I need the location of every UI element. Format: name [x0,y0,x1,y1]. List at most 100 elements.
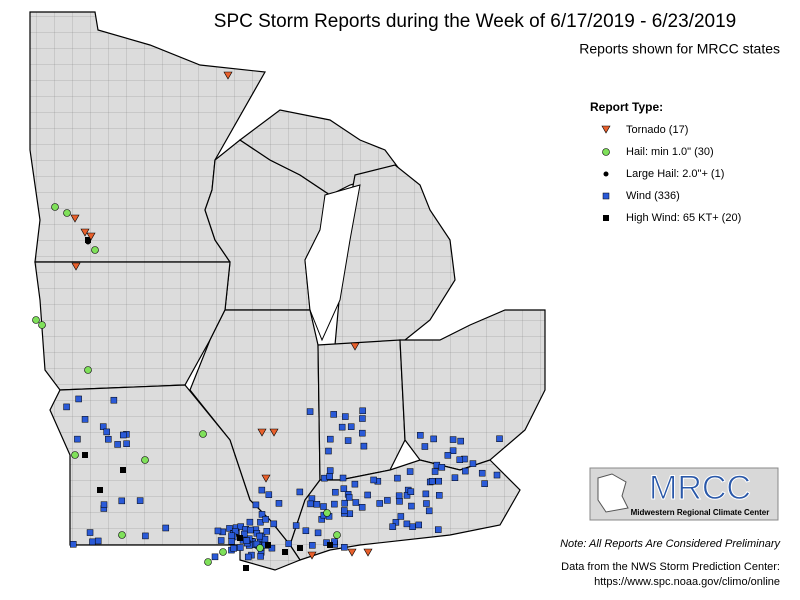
wind-report [162,524,170,532]
wind-report [142,532,149,540]
high-wind-report [265,542,271,548]
legend-title: Report Type: [590,100,663,114]
legend-item: Large Hail: 2.0"+ (1) [626,168,724,180]
wind-report [320,503,327,510]
wind-report [376,500,383,507]
hail-report [256,544,264,552]
wind-report [214,527,222,535]
hail-report [84,366,92,374]
large-hail-report [85,239,91,245]
wind-report [449,436,457,443]
wind-report [103,428,110,436]
wind-report [444,452,452,459]
wind-report [403,520,411,528]
wind-report [394,474,401,482]
wind-report [496,435,503,443]
legend-item: Hail: min 1.0" (30) [626,146,714,158]
wind-report [397,513,405,520]
wind-report [247,526,254,534]
subtitle: Reports shown for MRCC states [579,41,780,57]
wind-report [457,437,464,445]
wind-report [345,494,353,501]
hail-report [63,209,71,217]
wind-report [428,478,436,485]
wind-report [256,532,263,540]
wind-report [360,442,368,450]
wind-report [265,491,273,498]
high-wind-report [120,467,126,473]
wind-report [352,499,360,506]
wind-report [462,467,469,475]
high-wind-report [97,487,103,493]
tornado-report [71,262,81,271]
note: Note: All Reports Are Considered Prelimi… [560,538,781,550]
wind-report [86,529,94,536]
wind-report [285,540,292,547]
wind-report [415,521,422,529]
wind-report [258,511,266,518]
wind-report [370,476,377,484]
tornado-report [86,232,96,241]
wind-report [241,530,248,538]
wind-report [421,443,429,450]
wind-report [119,431,127,439]
wind-report [403,492,411,499]
wind-report [456,456,464,463]
wind-report [469,460,477,467]
wind-report [123,440,130,448]
wind-report [344,437,352,444]
wind-report [449,447,457,454]
tornado-report [223,71,233,80]
wind-report [332,488,339,496]
wind-report [396,498,403,505]
title: SPC Storm Reports during the Week of 6/1… [214,11,736,32]
wind-report [94,537,102,545]
hail-report [118,531,126,539]
wind-report [244,553,252,561]
high-wind-report [327,542,333,548]
wind-report [331,500,338,508]
hail-report [91,246,99,254]
wind-report [75,395,82,403]
legend-item: Tornado (17) [626,124,688,136]
wind-report [89,538,96,546]
legend-item: Wind (336) [626,190,680,202]
wind-report [258,486,266,494]
legend: Report Type: Tornado (17) Hail: min 1.0"… [590,100,741,224]
wind-report [425,507,433,515]
wind-report [435,477,442,485]
source-line: Data from the NWS Storm Prediction Cente… [561,561,780,573]
wind-report [436,492,443,499]
wind-report [364,491,371,499]
wind-report [359,429,366,437]
logo: MRCC Midwestern Regional Climate Center [589,467,779,521]
high-wind-report [297,545,303,551]
logo-subtitle: Midwestern Regional Climate Center [631,508,770,517]
hail-report [199,430,207,438]
wind-report [406,468,414,475]
lake-michigan [304,184,361,342]
hail-report [32,316,40,324]
hail-report [204,558,212,566]
tornado-report [261,474,271,483]
hail-report [141,456,149,464]
ohio [399,309,546,471]
wind-report [359,415,366,422]
high-wind-report [82,452,88,458]
hail-report [71,451,79,459]
wind-report [438,464,446,471]
wind-report [341,507,348,514]
tornado-report [350,342,360,351]
legend-symbol [602,192,610,200]
wind-report [423,500,430,507]
wind-report [409,523,416,530]
legend-symbol [601,125,611,134]
wind-report [481,480,488,487]
hail-report [219,548,227,556]
wind-report [384,497,391,504]
wind-report [246,518,254,526]
wind-report [217,537,225,544]
wind-report [417,432,424,439]
wind-report [408,502,415,510]
wind-report [326,467,334,474]
